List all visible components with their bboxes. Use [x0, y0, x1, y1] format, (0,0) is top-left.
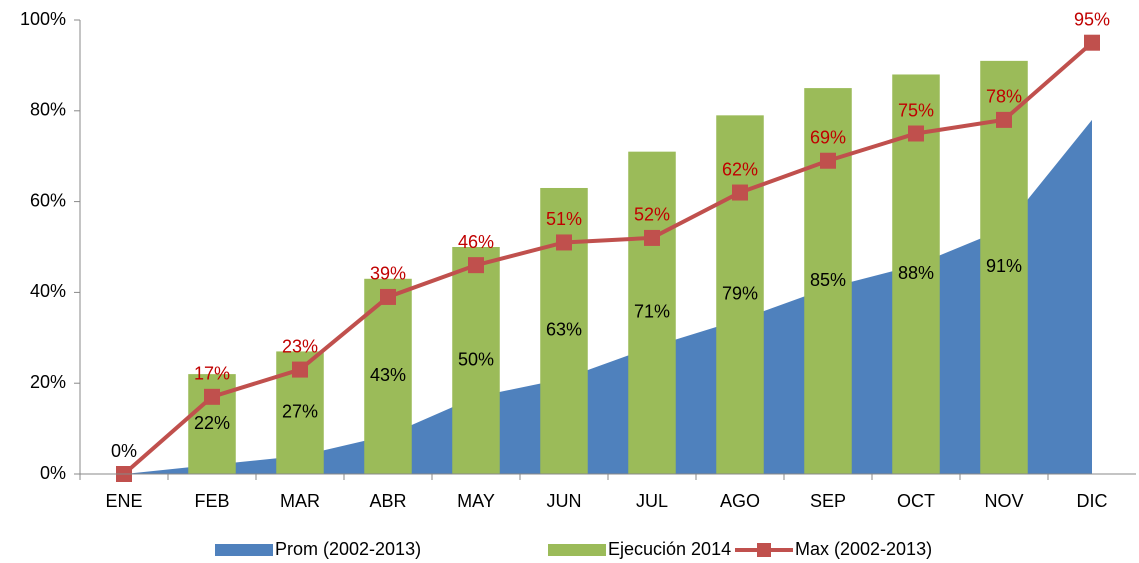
- legend-swatch: [215, 544, 273, 556]
- x-tick-label: AGO: [720, 491, 760, 511]
- line-marker: [644, 229, 660, 246]
- line-label: 46%: [458, 232, 494, 252]
- bar-label: 79%: [722, 283, 758, 303]
- line-marker: [292, 361, 308, 378]
- bar: [804, 88, 852, 474]
- line-label: 52%: [634, 205, 670, 225]
- bar-label: 91%: [986, 256, 1022, 276]
- x-tick-label: MAR: [280, 491, 320, 511]
- bar-label: 71%: [634, 302, 670, 322]
- x-tick-label: MAY: [457, 491, 495, 511]
- legend-swatch: [548, 544, 606, 556]
- bar-label: 88%: [898, 263, 934, 283]
- line-label: 51%: [546, 209, 582, 229]
- y-tick-label: 80%: [30, 100, 66, 120]
- line-marker: [556, 234, 572, 251]
- legend-label: Prom (2002-2013): [275, 539, 421, 559]
- bar-label: 63%: [546, 320, 582, 340]
- legend-label: Ejecución 2014: [608, 539, 731, 559]
- x-tick-label: JUN: [547, 491, 582, 511]
- line-label: 75%: [898, 100, 934, 120]
- x-tick-label: NOV: [984, 491, 1023, 511]
- x-tick-label: ABR: [369, 491, 406, 511]
- line-label: 0%: [111, 441, 137, 461]
- bar-label: 22%: [194, 413, 230, 433]
- area: [124, 119, 1092, 474]
- bar: [716, 115, 764, 474]
- x-tick-label: OCT: [897, 491, 935, 511]
- x-tick-label: JUL: [636, 491, 668, 511]
- bar-label: 85%: [810, 270, 846, 290]
- line-label: 17%: [194, 364, 230, 384]
- bar: [980, 60, 1028, 475]
- line: [122, 41, 1094, 476]
- line-marker: [908, 125, 924, 142]
- line-marker: [468, 257, 484, 274]
- legend-swatch: [757, 543, 771, 557]
- bar: [628, 151, 676, 474]
- y-tick-label: 40%: [30, 281, 66, 301]
- x-tick-label: FEB: [194, 491, 229, 511]
- line-label: 23%: [282, 336, 318, 356]
- bar: [452, 247, 500, 474]
- line-label: 39%: [370, 264, 406, 284]
- bar-label: 50%: [458, 349, 494, 369]
- legend-label: Max (2002-2013): [795, 539, 932, 559]
- line-marker: [732, 184, 748, 201]
- bar-label: 27%: [282, 401, 318, 421]
- line-label: 95%: [1074, 9, 1110, 29]
- x-tick-label: DIC: [1077, 491, 1108, 511]
- line-label: 78%: [986, 87, 1022, 107]
- line-marker: [204, 388, 220, 405]
- x-tick-label: ENE: [105, 491, 142, 511]
- y-tick-label: 20%: [30, 372, 66, 392]
- y-tick-label: 0%: [40, 463, 66, 483]
- line-label: 69%: [810, 127, 846, 147]
- line-marker: [380, 288, 396, 305]
- line-label: 62%: [722, 159, 758, 179]
- x-tick-label: SEP: [810, 491, 846, 511]
- line-marker: [996, 111, 1012, 128]
- line-marker: [820, 152, 836, 169]
- y-tick-label: 100%: [20, 9, 66, 29]
- bar-label: 43%: [370, 365, 406, 385]
- line-marker: [1084, 34, 1100, 51]
- y-tick-label: 60%: [30, 190, 66, 210]
